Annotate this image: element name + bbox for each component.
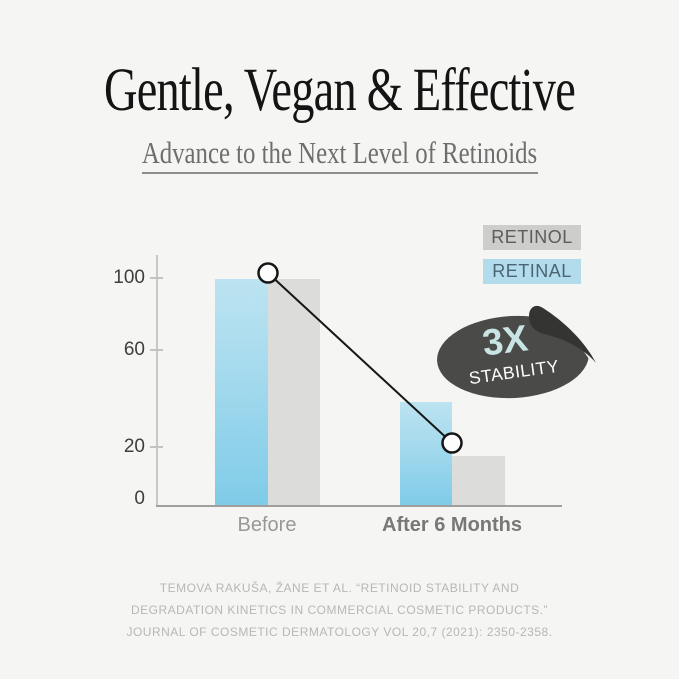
badge-ellipse (437, 315, 589, 399)
y-tick-label-100: 100 (113, 267, 145, 288)
y-tick-label-20: 20 (123, 436, 145, 457)
bar-retinal-before (215, 279, 268, 506)
y-tick-20 (150, 446, 163, 448)
legend-item-retinal: RETINAL (483, 259, 581, 284)
badge-3x-text: 3X (480, 317, 530, 363)
y-tick-60 (150, 349, 163, 351)
citation-line-1: TEMOVA RAKUŠA, ŽANE ET AL. “RETINOID STA… (159, 581, 520, 595)
citation-line-2: DEGRADATION KINETICS IN COMMERCIAL COSME… (130, 603, 549, 617)
y-tick-label-0: 0 (134, 488, 145, 509)
y-tick-100 (150, 277, 163, 279)
x-label-after: After 6 Months (382, 514, 522, 536)
page-title: Gentle, Vegan & Effective (103, 57, 576, 124)
legend-item-retinol: RETINOL (483, 225, 581, 250)
citation-block: TEMOVA RAKUŠA, ŽANE ET AL. “RETINOID STA… (0, 577, 679, 643)
bar-retinol-before (268, 279, 320, 506)
stability-badge: 3X STABILITY (437, 302, 604, 399)
badge-fold-icon (529, 305, 596, 363)
y-tick-label-60: 60 (123, 339, 145, 360)
bar-retinal-after (400, 402, 452, 506)
x-label-before: Before (237, 514, 297, 536)
bar-retinol-after (452, 456, 505, 506)
page-subtitle: Advance to the Next Level of Retinoids (141, 135, 538, 170)
legend-label-retinol: RETINOL (491, 227, 573, 247)
legend-label-retinal: RETINAL (492, 261, 572, 281)
y-axis-line (156, 255, 158, 506)
citation-line-3: JOURNAL OF COSMETIC DERMATOLOGY VOL 20,7… (126, 625, 553, 639)
subtitle-underline (142, 172, 538, 174)
x-axis-line (156, 505, 562, 507)
